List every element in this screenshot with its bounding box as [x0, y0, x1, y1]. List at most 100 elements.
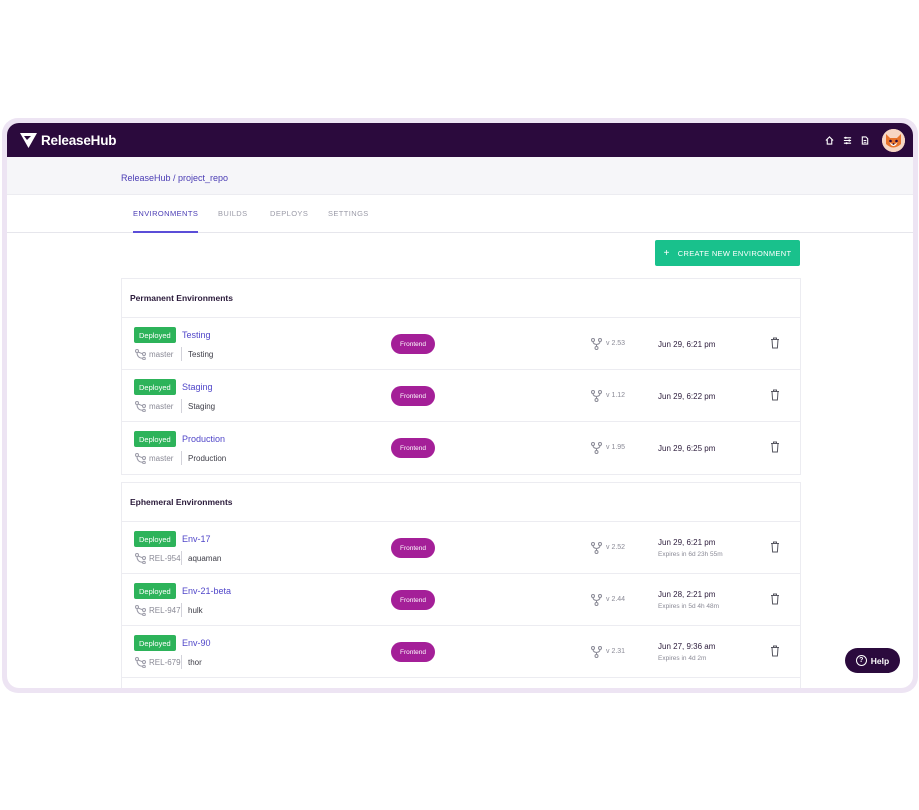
branch-name: master [149, 350, 174, 359]
releasehub-logo-icon [20, 132, 37, 148]
app-logo[interactable]: ReleaseHub [20, 132, 116, 148]
section-title: Ephemeral Environments [122, 483, 800, 522]
table-row: Deployed Env-90 REL-679 thor Frontend v … [122, 626, 800, 678]
tab-environments[interactable]: ENVIRONMENTS [133, 209, 199, 233]
table-row: Deployed Testing master Testing Frontend… [122, 318, 800, 370]
environment-link[interactable]: Staging [182, 382, 213, 392]
branch-icon [135, 657, 146, 668]
status-badge: Deployed [134, 531, 176, 547]
divider [181, 551, 182, 565]
browser-frame: ReleaseHub [2, 118, 918, 693]
divider [181, 603, 182, 617]
table-row: Deployed Staging master Staging Frontend… [122, 370, 800, 422]
branch-name: REL-954 [149, 554, 181, 563]
expiry-text: Expires in 6d 23h 55m [658, 551, 723, 558]
version-label: v 2.31 [606, 648, 626, 655]
top-bar: ReleaseHub [7, 123, 913, 157]
trash-icon[interactable] [770, 389, 780, 401]
divider [181, 399, 182, 413]
trash-icon[interactable] [770, 441, 780, 453]
target-name: Testing [188, 350, 214, 359]
version-fork-icon [591, 646, 602, 658]
help-button[interactable]: ? Help [845, 648, 900, 673]
branch-icon [135, 453, 146, 464]
user-avatar[interactable] [882, 128, 905, 152]
create-environment-button[interactable]: + CREATE NEW ENVIRONMENT [655, 240, 800, 266]
version-fork-icon [591, 594, 602, 606]
version-fork-icon [591, 338, 602, 350]
service-tag: Frontend [391, 386, 435, 406]
deploy-date: Jun 29, 6:21 pm [658, 340, 716, 349]
plus-icon: + [663, 247, 670, 259]
version-label: v 2.53 [606, 340, 626, 347]
target-name: Staging [188, 402, 216, 411]
version-fork-icon [591, 390, 602, 402]
status-badge: Deployed [134, 583, 176, 599]
tab-bar: ENVIRONMENTS BUILDS DEPLOYS SETTINGS [7, 195, 913, 233]
version-fork-icon [591, 542, 602, 554]
status-badge: Deployed [134, 379, 176, 395]
service-tag: Frontend [391, 438, 435, 458]
target-name: Production [188, 454, 227, 463]
section-title: Permanent Environments [122, 279, 800, 318]
document-icon[interactable] [860, 135, 870, 145]
branch-icon [135, 349, 146, 360]
version-label: v 2.52 [606, 544, 626, 551]
target-name: hulk [188, 606, 203, 615]
table-row: Deployed Env-21-beta REL-947 hulk Fronte… [122, 574, 800, 626]
tab-settings[interactable]: SETTINGS [328, 209, 369, 218]
branch-icon [135, 401, 146, 412]
sliders-icon[interactable] [842, 135, 852, 145]
trash-icon[interactable] [770, 337, 780, 349]
deploy-date: Jun 27, 9:36 am [658, 642, 716, 651]
app-window: ReleaseHub [7, 123, 913, 688]
version-label: v 1.95 [606, 444, 626, 451]
service-tag: Frontend [391, 334, 435, 354]
branch-name: REL-947 [149, 606, 181, 615]
top-actions [824, 123, 905, 157]
expiry-text: Expires in 4d 2m [658, 655, 707, 662]
target-name: thor [188, 658, 202, 667]
branch-name: master [149, 454, 174, 463]
service-tag: Frontend [391, 538, 435, 558]
service-tag: Frontend [391, 642, 435, 662]
trash-icon[interactable] [770, 645, 780, 657]
service-tag: Frontend [391, 590, 435, 610]
environment-link[interactable]: Env-21-beta [182, 586, 232, 596]
ephemeral-environments-section: Ephemeral Environments Deployed Env-17 R… [121, 482, 801, 688]
branch-name: REL-679 [149, 658, 181, 667]
table-row: Deployed Env-17 REL-954 aquaman Frontend… [122, 522, 800, 574]
help-label: Help [870, 655, 890, 666]
environment-link[interactable]: Production [182, 434, 226, 444]
tab-deploys[interactable]: DEPLOYS [270, 209, 309, 218]
divider [181, 347, 182, 361]
status-badge: Deployed [134, 635, 176, 651]
breadcrumb[interactable]: ReleaseHub / project_repo [121, 173, 229, 183]
project-header: ReleaseHub / project_repo [7, 157, 913, 195]
deploy-date: Jun 29, 6:25 pm [658, 444, 716, 453]
tab-builds[interactable]: BUILDS [218, 209, 248, 218]
branch-icon [135, 605, 146, 616]
trash-icon[interactable] [770, 541, 780, 553]
version-label: v 2.44 [606, 596, 626, 603]
create-environment-label: CREATE NEW ENVIRONMENT [677, 248, 792, 258]
expiry-text: Expires in 5d 4h 48m [658, 603, 720, 610]
status-badge: Deployed [134, 327, 176, 343]
status-badge: Deployed [134, 431, 176, 447]
deploy-date: Jun 28, 2:21 pm [658, 590, 716, 599]
branch-name: master [149, 402, 174, 411]
environment-link[interactable]: Env-90 [182, 638, 211, 648]
home-icon[interactable] [824, 135, 834, 145]
help-icon: ? [855, 655, 867, 666]
branch-icon [135, 553, 146, 564]
table-row: Deployed Production master Production Fr… [122, 422, 800, 474]
permanent-environments-section: Permanent Environments Deployed Testing … [121, 278, 801, 475]
deploy-date: Jun 29, 6:22 pm [658, 392, 716, 401]
environment-link[interactable]: Testing [182, 330, 211, 340]
environment-link[interactable]: Env-17 [182, 534, 211, 544]
trash-icon[interactable] [770, 593, 780, 605]
target-name: aquaman [188, 554, 222, 563]
divider [181, 655, 182, 669]
version-label: v 1.12 [606, 392, 626, 399]
divider [181, 451, 182, 465]
